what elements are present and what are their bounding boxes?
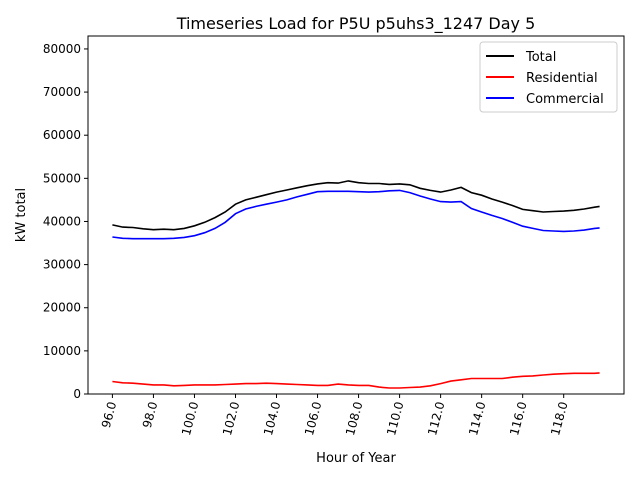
x-tick-label: 106.0	[302, 400, 324, 437]
y-tick-label: 70000	[43, 85, 81, 99]
y-tick-label: 60000	[43, 128, 81, 142]
x-tick-label: 100.0	[179, 400, 201, 437]
y-tick-label: 10000	[43, 344, 81, 358]
y-tick-label: 50000	[43, 171, 81, 185]
legend: Total Residential Commercial	[479, 41, 618, 113]
plot-frame	[87, 35, 625, 395]
y-tick-label: 80000	[43, 42, 81, 56]
x-tick-label: 104.0	[261, 400, 283, 437]
x-tick-label: 114.0	[466, 400, 488, 437]
y-tick-label: 0	[73, 387, 81, 401]
y-axis-label: kW total	[14, 188, 29, 242]
x-tick-label: 102.0	[220, 400, 242, 437]
y-tick-label: 20000	[43, 301, 81, 315]
series-line-total	[112, 180, 600, 231]
x-tick-label: 96.0	[99, 400, 119, 429]
series-line-commercial	[112, 189, 600, 240]
x-tick-label: 118.0	[548, 400, 570, 437]
x-tick-label: 98.0	[140, 400, 160, 429]
legend-label-residential: Residential	[526, 71, 598, 86]
x-axis-label: Hour of Year	[316, 451, 396, 466]
legend-label-total: Total	[525, 50, 556, 65]
legend-label-commercial: Commercial	[526, 92, 604, 107]
x-tick-label: 112.0	[425, 400, 447, 437]
y-tick-label: 40000	[43, 214, 81, 228]
chart-title: Timeseries Load for P5U p5uhs3_1247 Day …	[176, 14, 536, 34]
x-tick-label: 108.0	[343, 400, 365, 437]
x-tick-label: 110.0	[384, 400, 406, 437]
y-tick-label: 30000	[43, 258, 81, 272]
x-tick-label: 116.0	[507, 400, 529, 437]
series-line-residential	[112, 372, 600, 389]
